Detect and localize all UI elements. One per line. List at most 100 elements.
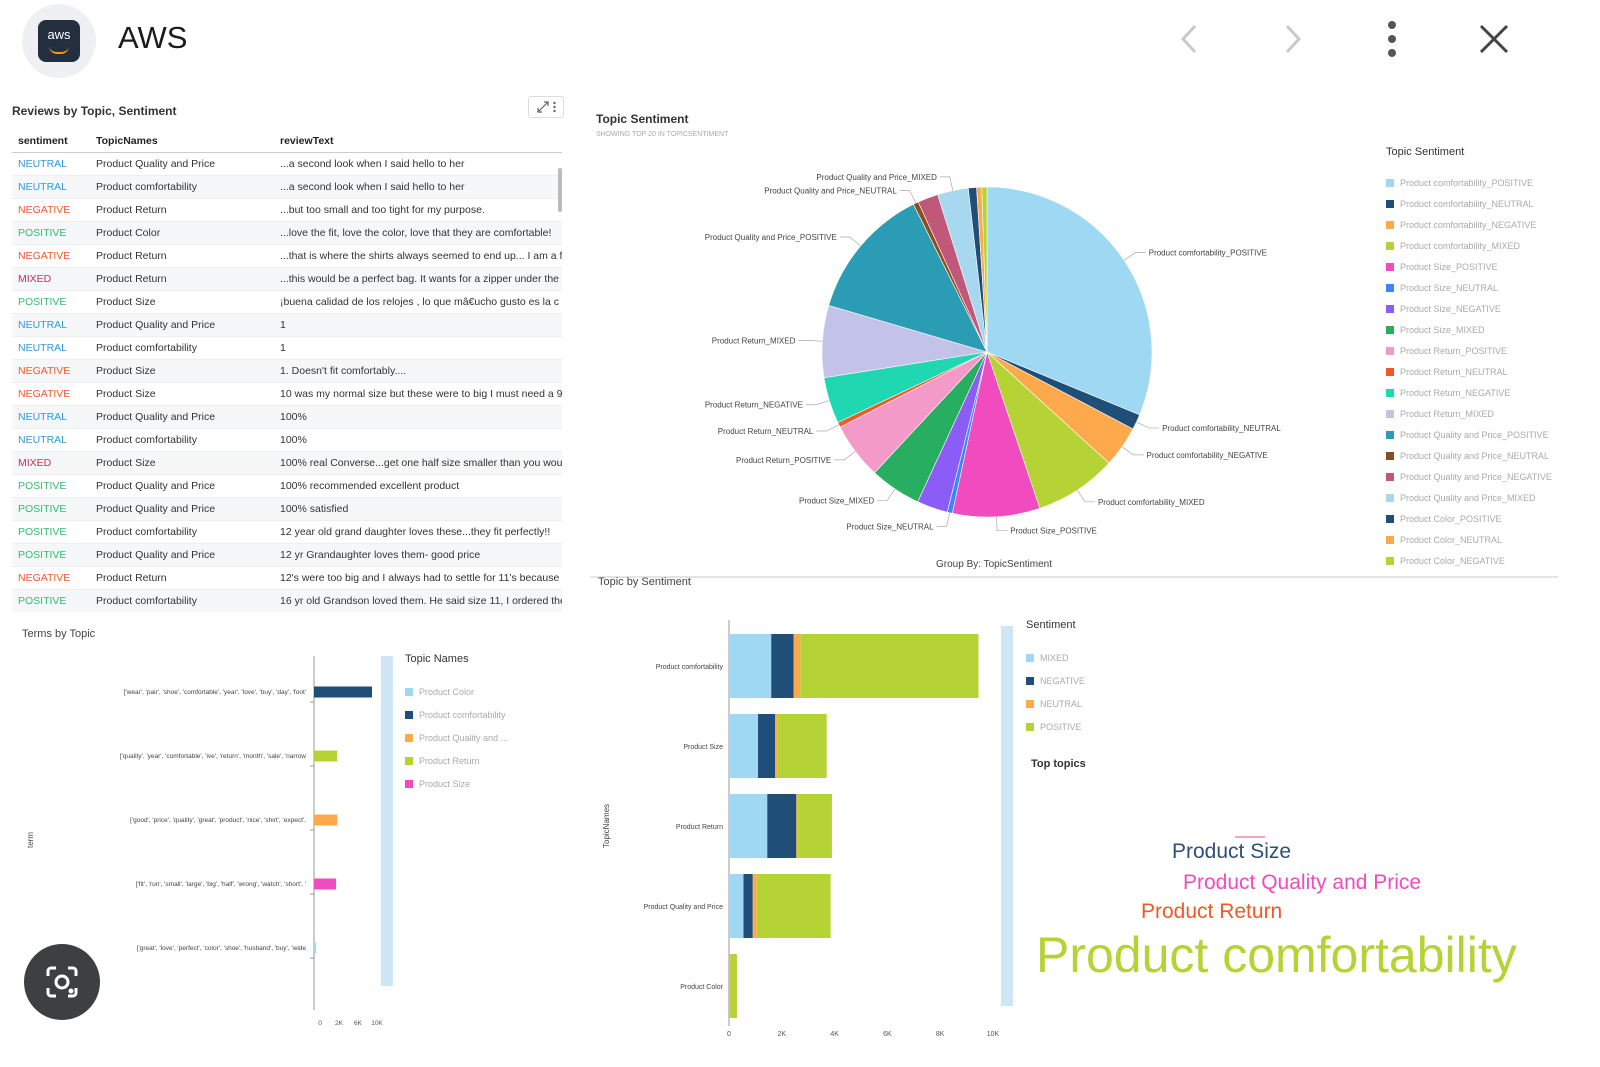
table-row[interactable]: POSITIVE Product Color ...love the fit, lo… xyxy=(12,221,562,245)
bar-segment[interactable] xyxy=(771,634,794,698)
legend-item[interactable]: Product Quality and Price_NEUTRAL xyxy=(1386,445,1566,466)
bar-segment[interactable] xyxy=(796,794,798,858)
legend-label: Product Return_POSITIVE xyxy=(1400,345,1508,356)
column-header-review[interactable]: reviewText xyxy=(274,130,562,153)
terms-chart-scrollbar[interactable] xyxy=(381,656,393,986)
close-button[interactable] xyxy=(1474,19,1514,59)
legend-item[interactable]: Product Quality and Price_POSITIVE xyxy=(1386,424,1566,445)
term-label: ['quality', 'year', 'comfortable', 'ive'… xyxy=(120,753,307,760)
legend-item[interactable]: Product Return_MIXED xyxy=(1386,403,1566,424)
bar-segment[interactable] xyxy=(729,634,772,698)
table-row[interactable]: NEUTRAL Product Quality and Price ...a sec… xyxy=(12,152,562,176)
legend-item[interactable]: NEGATIVE xyxy=(1026,669,1146,692)
legend-item[interactable]: Product Return_NEUTRAL xyxy=(1386,361,1566,382)
legend-item[interactable]: Product Quality and Price_MIXED xyxy=(1386,487,1566,508)
pie-slice[interactable] xyxy=(951,350,1041,518)
legend-swatch xyxy=(1386,388,1394,397)
cell-topic: Product comfortability xyxy=(90,336,274,360)
bar-segment[interactable] xyxy=(729,874,744,938)
cell-review-text: 1 xyxy=(274,313,562,337)
table-row[interactable]: POSITIVE Product Quality and Price 100% re… xyxy=(12,474,562,498)
table-row[interactable]: POSITIVE Product Quality and Price 100% sa… xyxy=(12,497,562,521)
bar-segment[interactable] xyxy=(729,794,768,858)
legend-item[interactable]: Product comfortability_POSITIVE xyxy=(1386,172,1566,193)
legend-item[interactable]: Product Color_NEUTRAL xyxy=(1386,529,1566,550)
bar[interactable] xyxy=(314,814,338,826)
forward-button[interactable] xyxy=(1272,19,1312,59)
column-header-sentiment[interactable]: sentiment xyxy=(12,130,90,153)
legend-item[interactable]: Product Size_NEUTRAL xyxy=(1386,277,1566,298)
table-row[interactable]: NEUTRAL Product comfortability 1 xyxy=(12,336,562,360)
table-row[interactable]: POSITIVE Product comfortability 16 yr old … xyxy=(12,589,562,612)
bar-segment[interactable] xyxy=(729,954,731,1018)
pie-slice-label: Product Quality and Price_NEUTRAL xyxy=(764,187,897,196)
column-header-topic[interactable]: TopicNames xyxy=(90,130,274,153)
table-row[interactable]: POSITIVE Product Quality and Price 12 yr G… xyxy=(12,543,562,567)
bar-segment[interactable] xyxy=(730,954,737,1018)
bar-segment[interactable] xyxy=(743,874,753,938)
table-row[interactable]: NEUTRAL Product Quality and Price 1 xyxy=(12,313,562,337)
cell-topic: Product Return xyxy=(90,267,274,291)
legend-item[interactable]: Product Return xyxy=(405,749,545,772)
bar[interactable] xyxy=(314,686,372,698)
pie-slice[interactable] xyxy=(981,186,988,353)
table-row[interactable]: NEGATIVE Product Size 1. Doesn't fit comfo… xyxy=(12,359,562,383)
pie-slice-label: Product Size_NEUTRAL xyxy=(846,522,934,531)
table-scrollbar[interactable] xyxy=(558,168,562,212)
table-row[interactable]: MIXED Product Size 100% real Converse...ge… xyxy=(12,451,562,475)
bar-segment[interactable] xyxy=(752,874,757,938)
bar[interactable] xyxy=(314,942,316,954)
table-row[interactable]: NEUTRAL Product comfortability 100% xyxy=(12,428,562,452)
legend-item[interactable]: Product Quality and ... xyxy=(405,726,545,749)
bar-segment[interactable] xyxy=(797,794,832,858)
legend-item[interactable]: Product Color xyxy=(405,680,545,703)
pie-slice[interactable] xyxy=(828,203,988,353)
legend-label: Product Color xyxy=(419,686,475,697)
bar-segment[interactable] xyxy=(800,634,979,698)
legend-swatch xyxy=(1386,325,1394,334)
reviews-table-container[interactable]: sentiment TopicNames reviewText NEUTRAL P… xyxy=(12,130,562,612)
legend-label: Product Quality and Price_NEGATIVE xyxy=(1400,471,1552,482)
table-row[interactable]: POSITIVE Product comfortability 12 year ol… xyxy=(12,520,562,544)
back-button[interactable] xyxy=(1170,19,1210,59)
legend-item[interactable]: Product Color_POSITIVE xyxy=(1386,508,1566,529)
legend-item[interactable]: Product comfortability_NEGATIVE xyxy=(1386,214,1566,235)
bar[interactable] xyxy=(314,878,337,890)
legend-item[interactable]: Product comfortability_NEUTRAL xyxy=(1386,193,1566,214)
bar-segment[interactable] xyxy=(729,714,759,778)
table-row[interactable]: NEGATIVE Product Return ...but too small a… xyxy=(12,198,562,222)
bar-segment[interactable] xyxy=(756,874,831,938)
legend-item[interactable]: POSITIVE xyxy=(1026,715,1146,738)
table-row[interactable]: NEGATIVE Product Return ...that is where t… xyxy=(12,244,562,268)
table-row[interactable]: NEUTRAL Product comfortability ...a second… xyxy=(12,175,562,199)
table-row[interactable]: POSITIVE Product Size ¡buena calidad de lo… xyxy=(12,290,562,314)
legend-item[interactable]: Product comfortability_MIXED xyxy=(1386,235,1566,256)
chart-scrollbar[interactable] xyxy=(1001,626,1013,1006)
legend-item[interactable]: Product Size xyxy=(405,772,545,795)
legend-item[interactable]: Product Size_MIXED xyxy=(1386,319,1566,340)
legend-item[interactable]: Product comfortability xyxy=(405,703,545,726)
legend-item[interactable]: MIXED xyxy=(1026,646,1146,669)
bar-segment[interactable] xyxy=(777,714,827,778)
bar[interactable] xyxy=(314,750,338,762)
bar-segment[interactable] xyxy=(758,714,776,778)
legend-item[interactable]: Product Return_NEGATIVE xyxy=(1386,382,1566,403)
table-row[interactable]: NEGATIVE Product Return 12's were too big … xyxy=(12,566,562,590)
lens-button[interactable] xyxy=(24,944,100,1020)
table-row[interactable]: NEUTRAL Product Quality and Price 100% xyxy=(12,405,562,429)
bar-segment[interactable] xyxy=(793,634,801,698)
expand-button[interactable] xyxy=(528,96,564,118)
bar-segment[interactable] xyxy=(767,794,797,858)
table-row[interactable]: MIXED Product Return ...this would be a pe… xyxy=(12,267,562,291)
more-options-button[interactable] xyxy=(1372,19,1412,59)
legend-item[interactable]: NEUTRAL xyxy=(1026,692,1146,715)
table-row[interactable]: NEGATIVE Product Size 10 was my normal siz… xyxy=(12,382,562,406)
pie-slice[interactable] xyxy=(986,186,1153,416)
legend-item[interactable]: Product Quality and Price_NEGATIVE xyxy=(1386,466,1566,487)
legend-item[interactable]: Product Size_NEGATIVE xyxy=(1386,298,1566,319)
legend-item[interactable]: Product Size_POSITIVE xyxy=(1386,256,1566,277)
legend-item[interactable]: Product Color_NEGATIVE xyxy=(1386,550,1566,570)
legend-item[interactable]: Product Return_POSITIVE xyxy=(1386,340,1566,361)
bar-segment[interactable] xyxy=(775,714,778,778)
cell-topic: Product Return xyxy=(90,198,274,222)
